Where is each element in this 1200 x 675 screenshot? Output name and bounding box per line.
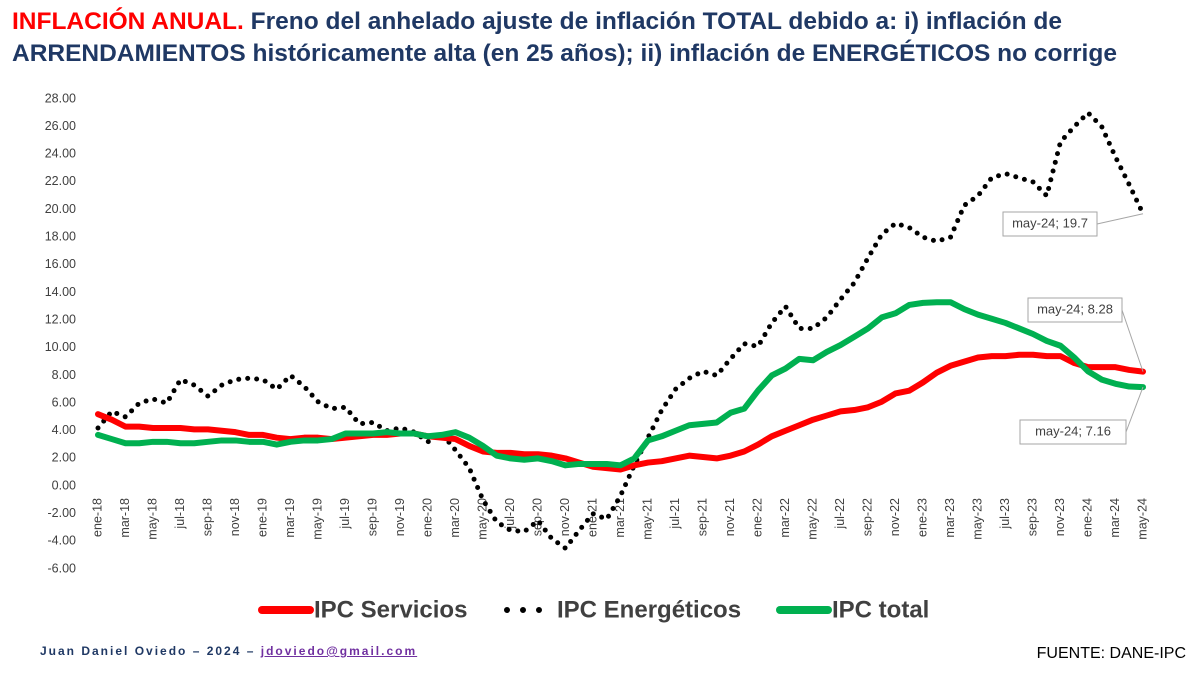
x-tick-label: may-21	[640, 498, 654, 540]
legend-label: IPC total	[832, 596, 929, 623]
title-lead: INFLACIÓN ANUAL.	[12, 8, 244, 35]
credit-text: Juan Daniel Oviedo – 2024 –	[40, 644, 256, 658]
x-tick-label: nov-21	[723, 498, 737, 536]
callout-leader	[1096, 213, 1144, 225]
x-tick-label: ene-24	[1080, 498, 1094, 537]
x-tick-label: nov-20	[558, 498, 572, 536]
x-tick-label: mar-22	[778, 498, 792, 538]
x-tick-label: sep-23	[1025, 498, 1039, 536]
x-tick-label: jul-18	[173, 498, 187, 530]
x-tick-label: may-22	[805, 498, 819, 540]
x-tick-label: ene-18	[90, 498, 104, 537]
y-tick-label: 24.00	[45, 147, 76, 161]
callout-box	[1027, 297, 1123, 323]
x-tick-label: nov-22	[888, 498, 902, 536]
callout-box	[1019, 419, 1127, 445]
x-tick-label: jul-21	[668, 498, 682, 530]
y-tick-label: 4.00	[52, 423, 76, 437]
y-tick-label: 14.00	[45, 285, 76, 299]
y-tick-label: 16.00	[45, 257, 76, 271]
x-tick-label: may-23	[970, 498, 984, 540]
x-tick-label: mar-20	[448, 498, 462, 538]
x-tick-label: ene-23	[915, 498, 929, 537]
x-tick-label: mar-23	[943, 498, 957, 538]
x-tick-label: ene-22	[750, 498, 764, 537]
series-line	[95, 110, 1146, 551]
x-tick-label: ene-19	[255, 498, 269, 537]
x-tick-label: sep-20	[530, 498, 544, 536]
x-tick-label: nov-19	[393, 498, 407, 536]
x-tick-label: jul-19	[338, 498, 352, 530]
callout-leader	[1125, 386, 1144, 433]
y-tick-label: 8.00	[52, 368, 76, 382]
x-tick-label: mar-19	[283, 498, 297, 538]
x-tick-label: mar-18	[118, 498, 132, 538]
legend-label: IPC Servicios	[314, 596, 467, 623]
y-tick-label: 26.00	[45, 119, 76, 133]
chart: -6.00 -4.00 -2.00 0.00 2.00 4.00 6.00 8.00 10.00…	[45, 91, 1150, 623]
y-tick-label: 6.00	[52, 395, 76, 409]
x-tick-label: sep-21	[695, 498, 709, 536]
y-tick-label: 18.00	[45, 230, 76, 244]
x-tick-label: jul-20	[503, 498, 517, 530]
x-tick-label: jul-23	[998, 498, 1012, 530]
callout-leader	[1121, 309, 1144, 372]
x-tick-label: sep-18	[200, 498, 214, 536]
x-tick-label: mar-24	[1108, 498, 1122, 538]
title: INFLACIÓN ANUAL. Freno del anhelado ajus…	[12, 6, 1192, 70]
source: FUENTE: DANE-IPC	[1036, 645, 1186, 662]
callout-label: may-24; 7.16	[1035, 423, 1111, 438]
x-tick-label: ene-21	[585, 498, 599, 537]
y-tick-label: 12.00	[45, 312, 76, 326]
y-tick-label: -2.00	[48, 506, 77, 520]
x-tick-label: jul-22	[833, 498, 847, 530]
series-line	[95, 351, 1146, 473]
series-line	[95, 299, 1146, 469]
x-tick-label: may-20	[475, 498, 489, 540]
credit: Juan Daniel Oviedo – 2024 – jdoviedo@gma…	[40, 644, 417, 658]
legend-label: IPC Energéticos	[557, 596, 741, 623]
x-tick-label: sep-22	[860, 498, 874, 536]
callout-label: may-24; 19.7	[1012, 215, 1088, 230]
x-tick-label: nov-18	[228, 498, 242, 536]
y-tick-label: -6.00	[48, 561, 77, 575]
title-text: Freno del anhelado ajuste de inflación T…	[12, 8, 1117, 67]
y-tick-label: 20.00	[45, 202, 76, 216]
y-tick-label: 0.00	[52, 478, 76, 492]
x-tick-label: sep-19	[365, 498, 379, 536]
callout-label: may-24; 8.28	[1037, 301, 1113, 316]
y-tick-label: 28.00	[45, 91, 76, 105]
x-tick-label: may-24	[1135, 498, 1149, 540]
y-tick-label: 10.00	[45, 340, 76, 354]
x-tick-label: ene-20	[420, 498, 434, 537]
y-tick-label: -4.00	[48, 534, 77, 548]
email-link[interactable]: jdoviedo@gmail.com	[260, 644, 418, 658]
x-tick-label: mar-21	[613, 498, 627, 538]
x-tick-label: may-18	[145, 498, 159, 540]
x-tick-label: nov-23	[1053, 498, 1067, 536]
x-tick-label: may-19	[310, 498, 324, 540]
callout-box	[1002, 211, 1098, 237]
y-tick-label: 22.00	[45, 174, 76, 188]
y-tick-label: 2.00	[52, 451, 76, 465]
